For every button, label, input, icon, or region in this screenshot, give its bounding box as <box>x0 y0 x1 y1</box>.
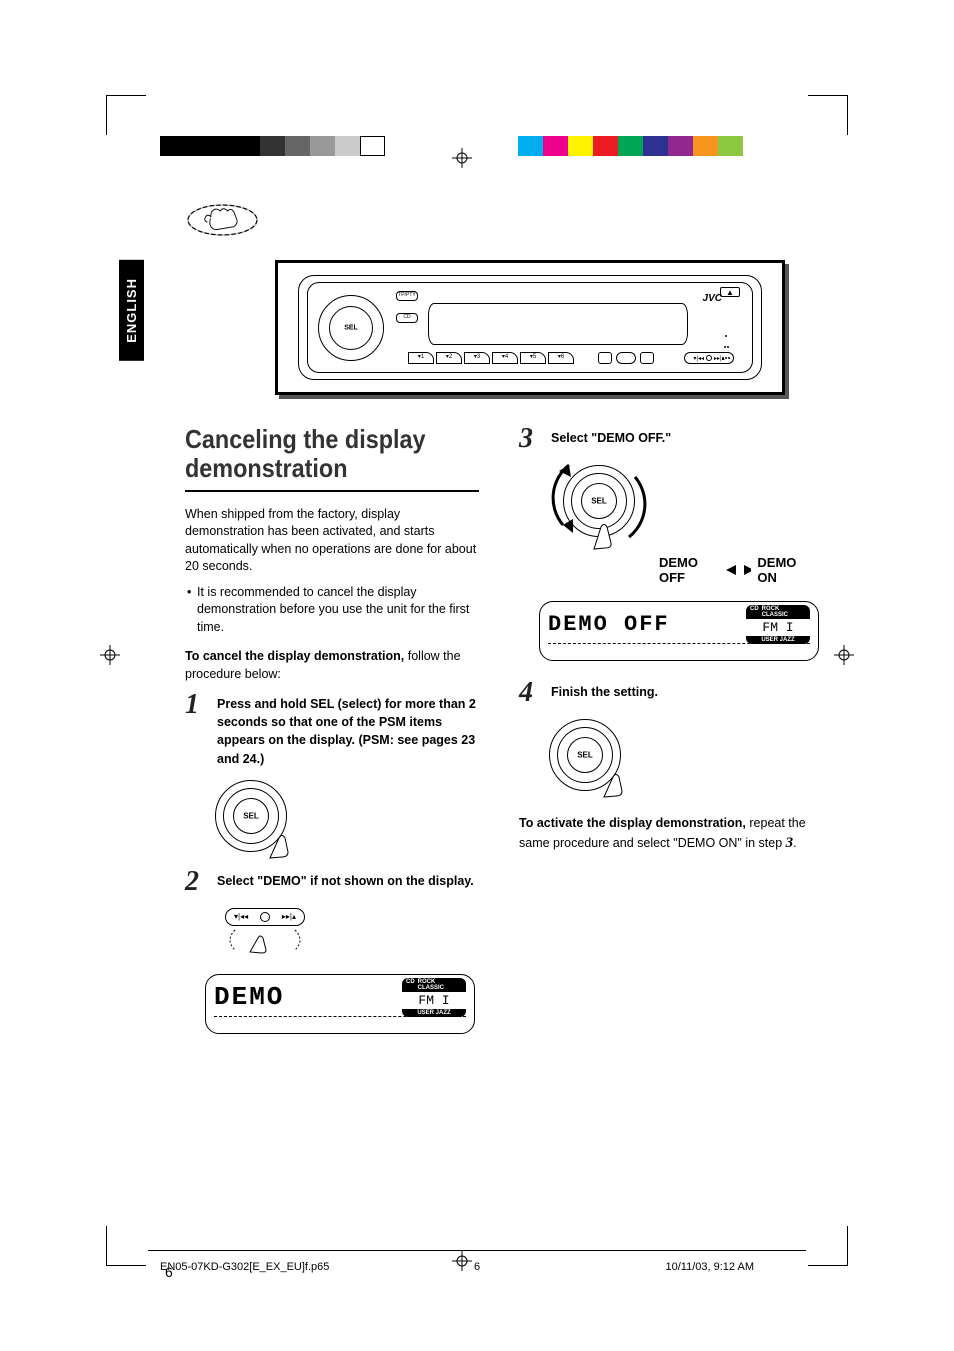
activate-period: . <box>793 836 796 850</box>
step-row: 2 Select "DEMO" if not shown on the disp… <box>185 868 479 896</box>
stereo-preset-buttons: ▾1▾2▾3▾4▾5▾6 <box>408 352 574 364</box>
crop-mark-bl <box>106 1226 146 1266</box>
lcd-badge-cd: CD <box>406 979 415 991</box>
finger-icon <box>599 769 629 799</box>
step-number-3: 3 <box>519 425 539 453</box>
left-column: Canceling the display demonstration When… <box>185 425 479 1034</box>
crop-mark-tl <box>106 95 146 135</box>
right-column: 3 Select "DEMO OFF." SEL <box>519 425 813 1034</box>
crop-mark-br <box>808 1226 848 1266</box>
finger-icon <box>265 830 295 860</box>
lcd-demo-panel: DEMO CD ROCK CLASSIC FM I USER JAZZ <box>205 974 475 1034</box>
footer-filename: EN05-07KD-G302[E_EX_EU]f.p65 <box>160 1261 329 1273</box>
car-stereo-illustration: SEL TP/PTY CD JVC ▲ ▾1▾2▾3▾4▾5▾6 ▾|◂◂▸▸|… <box>275 260 785 395</box>
to-cancel-bold: To cancel the display demonstration, <box>185 649 404 663</box>
double-arrow-icon <box>726 563 751 577</box>
step-text-1: Press and hold SEL (select) for more tha… <box>217 691 479 768</box>
stereo-display-area <box>428 303 688 345</box>
step-number-1: 1 <box>185 691 205 719</box>
heading-cancel-demo: Canceling the display demonstration <box>185 425 450 482</box>
language-tab: ENGLISH <box>119 260 144 361</box>
registration-mark-left <box>100 645 120 665</box>
lcd-text-demo-off: DEMO OFF <box>548 612 740 637</box>
registration-mark-top <box>452 148 472 168</box>
lcd-fm-text: FM I <box>746 621 810 634</box>
step-text-3: Select "DEMO OFF." <box>551 425 813 447</box>
hand-icon <box>185 200 260 240</box>
figure-sel-knob-rotate: SEL DEMO OFF DEMO ON <box>549 465 813 585</box>
lcd-badge-rock: ROCK CLASSIC <box>762 606 806 618</box>
stereo-cd-button: CD <box>396 313 418 323</box>
page-content-area: ENGLISH SEL TP/PTY CD JVC ▲ <box>145 200 813 1200</box>
stereo-dial-icon: SEL <box>318 295 384 361</box>
demo-toggle-label: DEMO OFF DEMO ON <box>659 555 813 585</box>
rocker-dashes-icon <box>220 928 310 958</box>
intro-bullet: It is recommended to cancel the display … <box>185 584 479 637</box>
footer-rule <box>148 1250 806 1251</box>
step-row: 1 Press and hold SEL (select) for more t… <box>185 691 479 768</box>
step-number-2: 2 <box>185 868 205 896</box>
figure-sel-knob-4: SEL <box>549 719 813 791</box>
intro-paragraph-1: When shipped from the factory, display d… <box>185 506 479 576</box>
eject-button-icon: ▲ <box>720 287 740 297</box>
step-text-4: Finish the setting. <box>551 679 813 701</box>
stereo-tp-button: TP/PTY <box>396 291 418 301</box>
stereo-skip-button: ▾|◂◂▸▸|▴ <box>684 352 734 364</box>
lcd-badge-cd: CD <box>750 606 759 618</box>
heading-rule <box>185 490 479 492</box>
crop-mark-tr <box>808 95 848 135</box>
lcd-badge-user: USER JAZZ <box>746 636 810 644</box>
lcd-badge-rock: ROCK CLASSIC <box>418 979 462 991</box>
demo-on-label: DEMO ON <box>757 555 813 585</box>
figure-rocker: ▾|◂◂▸▸|▴ <box>225 908 479 958</box>
sel-knob-label: SEL <box>577 751 593 760</box>
intro-paragraph-2: To cancel the display demonstration, fol… <box>185 648 479 683</box>
lcd-fm-text: FM I <box>402 994 466 1007</box>
stereo-sel-label: SEL <box>344 324 358 331</box>
registration-mark-bottom <box>452 1251 472 1271</box>
activate-paragraph: To activate the display demonstration, r… <box>519 815 813 854</box>
registration-mark-right <box>834 645 854 665</box>
lcd-badge-user: USER JAZZ <box>402 1009 466 1017</box>
sel-knob-label: SEL <box>591 497 607 506</box>
color-bar-grayscale <box>160 136 385 156</box>
footer-timestamp: 10/11/03, 9:12 AM <box>666 1261 754 1273</box>
step-row: 4 Finish the setting. <box>519 679 813 707</box>
step-text-2: Select "DEMO" if not shown on the displa… <box>217 868 479 890</box>
lcd-text-demo: DEMO <box>214 982 396 1012</box>
sel-knob-label: SEL <box>243 811 259 820</box>
step-number-4: 4 <box>519 679 539 707</box>
rocker-switch-icon: ▾|◂◂▸▸|▴ <box>225 908 305 926</box>
step-row: 3 Select "DEMO OFF." <box>519 425 813 453</box>
demo-off-label: DEMO OFF <box>659 555 720 585</box>
footer-page: 6 <box>474 1261 480 1273</box>
color-bar-color <box>518 136 743 156</box>
lcd-demo-off-panel: DEMO OFF CD ROCK CLASSIC FM I USER JAZZ <box>539 601 819 661</box>
finger-icon <box>589 521 619 551</box>
activate-bold: To activate the display demonstration, <box>519 816 746 830</box>
figure-sel-knob-1: SEL <box>215 780 479 852</box>
